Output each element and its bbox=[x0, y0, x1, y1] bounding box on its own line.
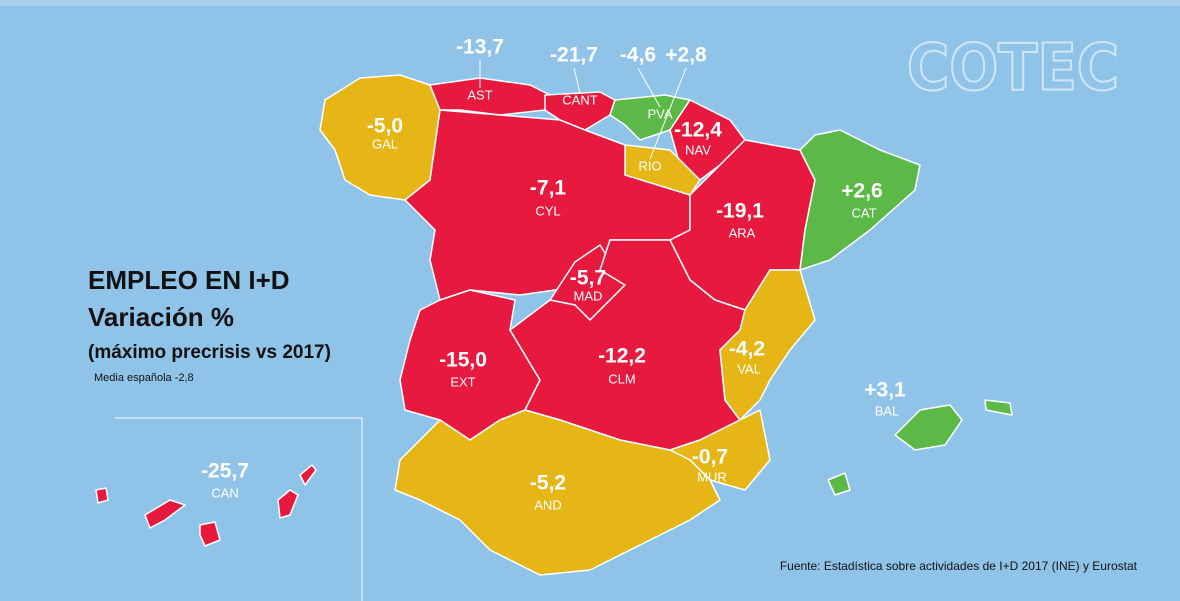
top-band bbox=[0, 0, 1180, 6]
region-code: CAN bbox=[211, 485, 238, 500]
region bbox=[394, 409, 721, 576]
region-code: CANT bbox=[562, 92, 597, 107]
region-value: -7,1 bbox=[530, 177, 567, 200]
region-code: EXT bbox=[450, 374, 475, 389]
region-value: -15,0 bbox=[439, 349, 487, 372]
region-code: ARA bbox=[729, 225, 756, 240]
region-code: NAV bbox=[685, 142, 711, 157]
region-value: -5,2 bbox=[530, 472, 566, 495]
region-value: -4,2 bbox=[729, 338, 765, 361]
region-value: -12,2 bbox=[598, 345, 646, 368]
region-value: -4,6 bbox=[620, 44, 656, 67]
region-code: CLM bbox=[608, 371, 635, 386]
region bbox=[277, 489, 299, 519]
region-code: CYL bbox=[535, 203, 560, 218]
region-value: -0,7 bbox=[692, 446, 728, 469]
region-value: -19,1 bbox=[716, 200, 764, 223]
regions bbox=[95, 74, 1013, 576]
region-code: BAL bbox=[875, 403, 900, 418]
region bbox=[984, 399, 1013, 416]
region bbox=[669, 99, 746, 181]
region bbox=[894, 404, 963, 451]
note: Media española -2,8 bbox=[94, 372, 194, 384]
region-code: GAL bbox=[372, 136, 398, 151]
leader bbox=[649, 67, 687, 160]
region-code: MUR bbox=[697, 469, 727, 484]
title-line: Variación % bbox=[88, 302, 234, 332]
region-value: -5,7 bbox=[570, 267, 606, 290]
region-value: -25,7 bbox=[201, 460, 249, 483]
region bbox=[719, 269, 816, 421]
region bbox=[299, 464, 317, 486]
region bbox=[144, 499, 186, 529]
region-code: RIO bbox=[638, 158, 661, 173]
region bbox=[199, 521, 221, 547]
region-code: CAT bbox=[851, 205, 876, 220]
subtitle: (máximo precrisis vs 2017) bbox=[88, 342, 331, 363]
region-value: -12,4 bbox=[674, 119, 722, 142]
region-code: AST bbox=[467, 87, 492, 102]
region-value: +2,6 bbox=[841, 180, 882, 203]
region bbox=[95, 487, 109, 504]
region-value: -5,0 bbox=[367, 115, 403, 138]
region-code: MAD bbox=[574, 288, 603, 303]
region-value: +2,8 bbox=[665, 44, 707, 67]
region-value: -21,7 bbox=[550, 44, 598, 67]
region-code: PVA bbox=[647, 106, 672, 121]
source: Fuente: Estadística sobre actividades de… bbox=[780, 559, 1138, 573]
region bbox=[799, 129, 921, 271]
region-code: VAL bbox=[737, 361, 761, 376]
logo: COTEC bbox=[907, 32, 1119, 106]
region-value: -13,7 bbox=[456, 36, 504, 59]
leader bbox=[573, 67, 581, 94]
leader bbox=[637, 67, 661, 108]
title-line: EMPLEO EN I+D bbox=[88, 265, 290, 295]
region-value: +3,1 bbox=[864, 379, 906, 402]
region bbox=[827, 472, 851, 496]
region-code: AND bbox=[534, 497, 561, 512]
